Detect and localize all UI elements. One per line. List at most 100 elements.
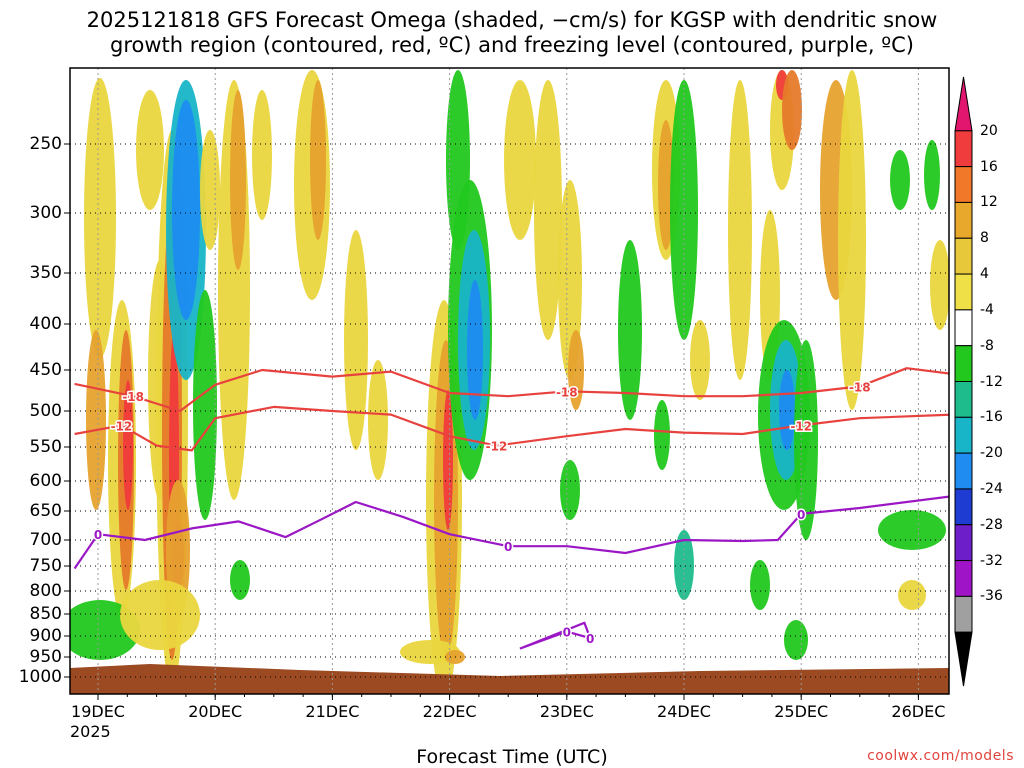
omega-shade-cell (443, 390, 453, 530)
omega-shade-cell (84, 78, 116, 358)
omega-shade-cell (193, 290, 217, 520)
y-tick-label: 350 (29, 263, 62, 283)
y-tick-label: 700 (29, 530, 62, 550)
omega-shade-cell (230, 560, 250, 600)
colorbar-swatch (954, 416, 973, 454)
colorbar-label: -8 (980, 337, 994, 354)
contour-label: 0 (586, 632, 594, 646)
colorbar (954, 76, 973, 687)
colorbar-swatch (954, 524, 973, 562)
y-tick-label: 300 (29, 203, 62, 223)
colorbar-swatch (954, 595, 973, 633)
colorbar-label: 4 (980, 266, 989, 283)
omega-shade-cell (400, 640, 460, 664)
y-tick-label: 1000 (18, 667, 62, 687)
omega-shade-cell (310, 80, 326, 240)
omega-shade-cell (878, 510, 946, 550)
y-tick-label: 400 (29, 314, 62, 334)
colorbar-label: -36 (980, 588, 1003, 605)
colorbar-label: -24 (980, 480, 1003, 497)
colorbar-label: 8 (980, 230, 989, 247)
colorbar-label: -16 (980, 409, 1003, 426)
omega-shading (70, 70, 949, 694)
x-tick-label: 22DEC (422, 702, 477, 721)
contour-label: -18 (122, 390, 144, 404)
contour-label: -12 (486, 440, 508, 454)
colorbar-swatch (954, 201, 973, 239)
omega-shade-cell (560, 460, 580, 520)
omega-shade-cell (368, 360, 388, 480)
colorbar-swatch (954, 166, 973, 203)
y-tick-label: 950 (29, 647, 62, 667)
omega-shade-cell (86, 330, 106, 510)
contour-label: -12 (790, 419, 812, 433)
omega-shade-cell (898, 580, 926, 610)
omega-shade-cell (784, 620, 808, 660)
omega-shade-cell (930, 240, 949, 330)
x-axis-title: Forecast Time (UTC) (416, 746, 608, 768)
contour-label: 0 (94, 528, 102, 542)
contour-line (519, 621, 592, 650)
x-tick-label: 26DEC (891, 702, 946, 721)
chart-title-line-1: 2025121818 GFS Forecast Omega (shaded, −… (86, 8, 938, 32)
y-tick-label: 600 (29, 471, 62, 491)
x-axis-year: 2025 (70, 722, 111, 741)
colorbar-top-arrow (954, 76, 973, 132)
omega-shade-cell (618, 240, 642, 420)
x-tick-label: 21DEC (305, 702, 360, 721)
colorbar-label: 16 (980, 158, 998, 175)
y-tick-label: 500 (29, 401, 62, 421)
chart-title-line-2: growth region (contoured, red, ºC) and f… (110, 33, 914, 57)
colorbar-swatch (954, 345, 973, 382)
contour-line (74, 405, 949, 452)
omega-shade-cell (504, 80, 536, 240)
y-tick-label: 900 (29, 626, 62, 646)
contour-label: -18 (849, 380, 871, 394)
y-tick-label: 250 (29, 134, 62, 154)
colorbar-swatch (954, 560, 973, 597)
colorbar-label: -32 (980, 552, 1003, 569)
omega-shade-cell (172, 100, 200, 320)
contour-line (73, 495, 949, 570)
omega-shade-cell (779, 370, 795, 450)
contour-label: 0 (586, 632, 594, 646)
y-tick-label: 800 (29, 581, 62, 601)
colorbar-label: -12 (980, 373, 1003, 390)
grid-lines (64, 68, 949, 700)
omega-shade-cell (924, 140, 940, 210)
x-tick-label: 25DEC (774, 702, 829, 721)
plot-frame (69, 67, 950, 695)
x-tick-label: 19DEC (71, 702, 125, 721)
omega-shade-cell (750, 560, 770, 610)
omega-shade-cell (230, 90, 246, 270)
omega-shade-cell (136, 90, 164, 210)
x-tick-label: 24DEC (657, 702, 711, 721)
y-tick-label: 850 (29, 604, 62, 624)
omega-shade-cell (120, 580, 200, 650)
omega-shade-cell (782, 70, 802, 150)
contour-label: 0 (504, 540, 512, 554)
colorbar-swatch (954, 130, 973, 168)
contour-label: 0 (563, 626, 571, 640)
omega-shade-cell (690, 320, 710, 400)
y-tick-label: 550 (29, 437, 62, 457)
contour-label: 0 (797, 508, 805, 522)
colorbar-label: -28 (980, 516, 1003, 533)
contour-label: -12 (111, 419, 133, 433)
colorbar-bottom-arrow (954, 631, 973, 687)
omega-shade-cell (728, 80, 752, 380)
colorbar-swatch (954, 237, 973, 275)
y-tick-label: 450 (29, 360, 62, 380)
colorbar-label: 12 (980, 194, 998, 211)
contour-label: -18 (556, 385, 578, 399)
x-tick-label: 20DEC (188, 702, 243, 721)
omega-shade-cell (890, 150, 910, 210)
omega-shade-cell (654, 400, 670, 470)
colorbar-label: 20 (980, 122, 998, 139)
contour-line (74, 367, 949, 413)
omega-shade-cell (200, 130, 220, 250)
omega-shade-cell (794, 340, 818, 540)
x-tick-label: 23DEC (539, 702, 594, 721)
omega-shade-cell (838, 70, 866, 410)
